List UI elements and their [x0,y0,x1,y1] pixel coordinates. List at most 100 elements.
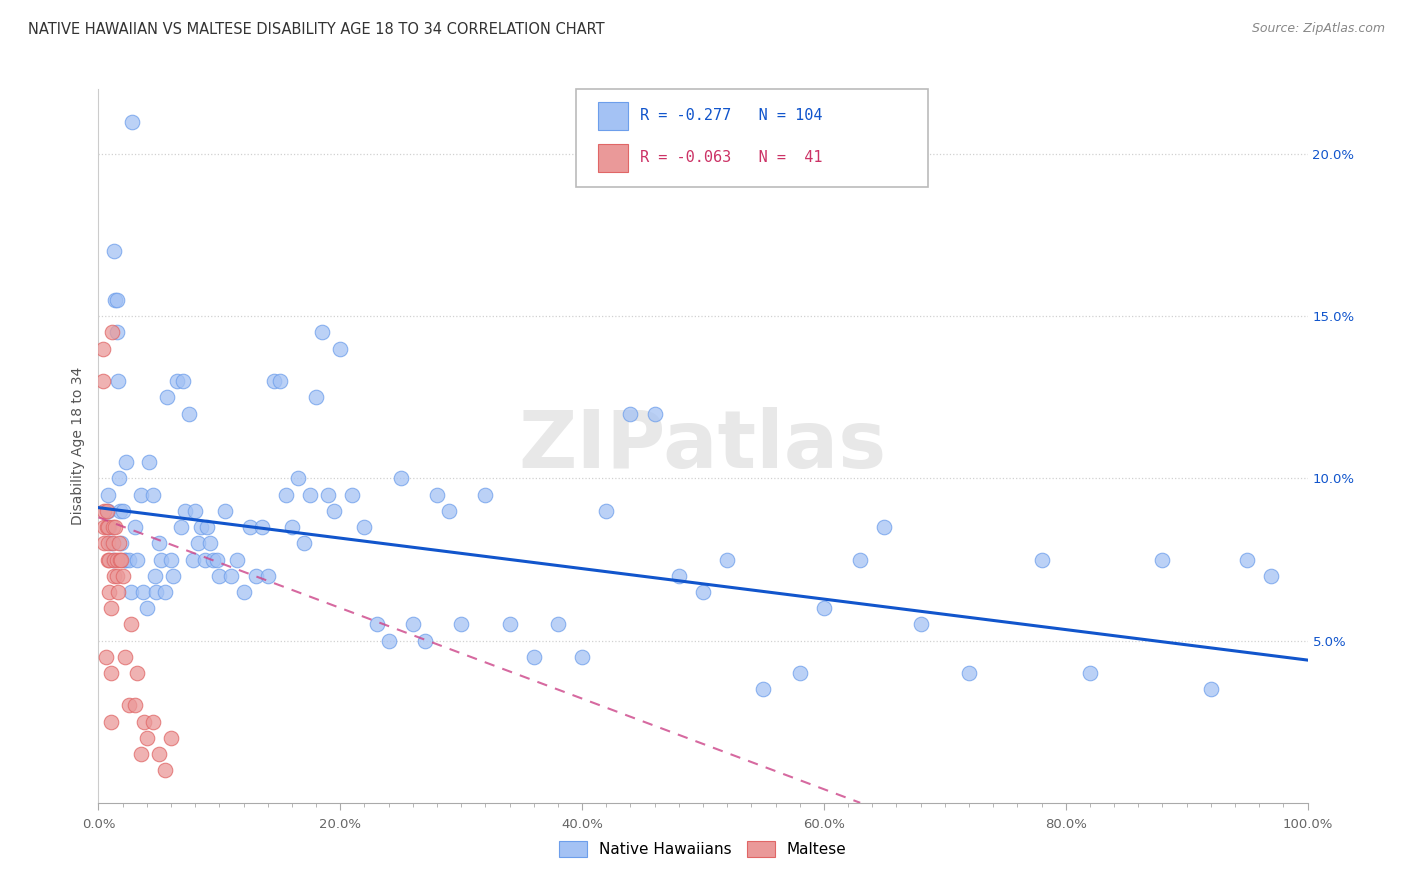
Point [595,504,617,518]
Point [450,617,472,632]
Point [148,747,170,761]
Point [105,326,128,340]
Point [174,504,197,518]
Point [97,488,120,502]
Point [813,601,835,615]
Point [716,552,738,566]
Point [202,552,225,566]
Point [107,374,129,388]
Point [115,455,138,469]
Point [239,520,262,534]
Point [93,536,115,550]
Legend: Native Hawaiians, Maltese: Native Hawaiians, Maltese [554,835,852,863]
Point [103,244,125,259]
Point [413,633,436,648]
Point [849,552,872,566]
Point [127,552,149,566]
Point [1031,552,1053,566]
Point [311,326,333,340]
Point [160,552,183,566]
Point [97,504,120,518]
Point [142,488,165,502]
Point [101,520,124,534]
Point [118,698,141,713]
Point [105,568,128,582]
Point [110,536,132,550]
Point [195,520,218,534]
Point [342,488,364,502]
Point [292,536,315,550]
Point [402,617,425,632]
Point [299,488,322,502]
Point [104,293,127,307]
Point [474,488,496,502]
Point [184,504,207,518]
Point [263,374,285,388]
Point [97,520,120,534]
Point [523,649,546,664]
Point [571,649,593,664]
Text: ZIPatlas: ZIPatlas [519,407,887,485]
Point [110,552,132,566]
Point [91,374,114,388]
Point [124,520,146,534]
Point [101,536,124,550]
Point [134,714,156,729]
Point [752,682,775,697]
Point [98,520,121,534]
Point [135,731,157,745]
Point [153,764,176,778]
Point [910,617,932,632]
Point [187,536,209,550]
Point [287,471,309,485]
Point [132,585,155,599]
Point [1236,552,1258,566]
Point [127,666,149,681]
Point [120,617,142,632]
Point [98,552,121,566]
Point [111,504,134,518]
Point [957,666,980,681]
Point [208,568,231,582]
Point [181,552,204,566]
Point [377,633,399,648]
Point [198,536,221,550]
Point [129,747,152,761]
Point [108,536,131,550]
Point [1199,682,1222,697]
Point [100,326,122,340]
Point [108,552,131,566]
Point [644,407,666,421]
Point [692,585,714,599]
Point [91,342,114,356]
Point [789,666,811,681]
Y-axis label: Disability Age 18 to 34: Disability Age 18 to 34 [72,367,86,525]
Point [498,617,520,632]
Point [108,471,131,485]
Point [114,649,136,664]
Text: R = -0.277   N = 104: R = -0.277 N = 104 [640,109,823,123]
Point [172,374,194,388]
Point [619,407,641,421]
Point [107,585,129,599]
Point [142,714,165,729]
Point [245,568,267,582]
Point [100,714,122,729]
Point [120,585,142,599]
Point [547,617,569,632]
Point [221,568,243,582]
Point [114,552,136,566]
Point [256,568,278,582]
Point [114,552,136,566]
Point [269,374,291,388]
Point [226,552,249,566]
Point [169,520,191,534]
Point [305,390,328,404]
Point [150,552,173,566]
Point [104,520,127,534]
Point [250,520,273,534]
Point [93,504,115,518]
Point [281,520,304,534]
Point [97,536,120,550]
Point [143,568,166,582]
